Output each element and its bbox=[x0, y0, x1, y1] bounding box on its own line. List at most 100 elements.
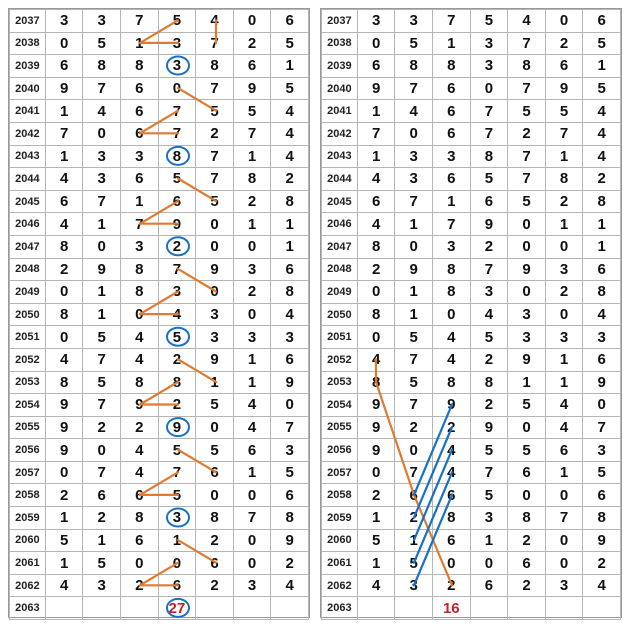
data-cell: 9 bbox=[83, 258, 121, 281]
data-cell: 27 bbox=[158, 597, 196, 620]
data-cell: 8 bbox=[233, 168, 271, 191]
data-cell: 1 bbox=[83, 281, 121, 304]
data-cell: 8 bbox=[45, 303, 83, 326]
table-row: 20409760795 bbox=[10, 77, 309, 100]
row-index: 2045 bbox=[10, 190, 46, 213]
data-cell: 6 bbox=[508, 461, 546, 484]
table-row: 20411467554 bbox=[10, 100, 309, 123]
data-cell: 4 bbox=[271, 100, 309, 123]
data-cell: 3 bbox=[233, 574, 271, 597]
data-cell: 1 bbox=[233, 371, 271, 394]
data-cell: 0 bbox=[508, 235, 546, 258]
data-cell: 8 bbox=[158, 371, 196, 394]
data-cell: 8 bbox=[432, 281, 470, 304]
data-cell: 3 bbox=[508, 326, 546, 349]
data-cell: 5 bbox=[83, 552, 121, 575]
data-cell: 0 bbox=[271, 394, 309, 417]
data-cell: 4 bbox=[271, 303, 309, 326]
row-index: 2047 bbox=[10, 235, 46, 258]
data-cell: 3 bbox=[196, 303, 234, 326]
data-cell: 7 bbox=[45, 122, 83, 145]
data-cell: 3 bbox=[158, 507, 196, 530]
data-cell: 0 bbox=[233, 529, 271, 552]
data-cell: 3 bbox=[83, 168, 121, 191]
row-index: 2062 bbox=[10, 574, 46, 597]
data-cell: 0 bbox=[470, 77, 508, 100]
data-cell bbox=[508, 597, 546, 620]
table-row: 20508104304 bbox=[322, 303, 621, 326]
row-index: 2052 bbox=[10, 348, 46, 371]
data-cell: 1 bbox=[83, 303, 121, 326]
table-row: 20396883861 bbox=[10, 55, 309, 78]
data-cell: 5 bbox=[196, 100, 234, 123]
data-cell: 1 bbox=[233, 213, 271, 236]
data-cell: 0 bbox=[120, 303, 158, 326]
data-cell: 3 bbox=[583, 326, 621, 349]
data-cell: 7 bbox=[432, 10, 470, 33]
data-cell: 7 bbox=[158, 461, 196, 484]
data-cell: 9 bbox=[545, 77, 583, 100]
data-cell bbox=[545, 597, 583, 620]
data-cell: 7 bbox=[196, 77, 234, 100]
data-cell: 6 bbox=[432, 100, 470, 123]
data-cell: 0 bbox=[470, 552, 508, 575]
data-cell: 7 bbox=[395, 190, 433, 213]
table-row: 20624326234 bbox=[10, 574, 309, 597]
data-cell: 8 bbox=[271, 190, 309, 213]
row-index: 2063 bbox=[322, 597, 358, 620]
row-index: 2042 bbox=[322, 122, 358, 145]
data-cell: 0 bbox=[83, 439, 121, 462]
row-index: 2048 bbox=[10, 258, 46, 281]
data-cell: 0 bbox=[395, 439, 433, 462]
data-cell: 5 bbox=[233, 100, 271, 123]
data-cell: 7 bbox=[83, 190, 121, 213]
table-row: 20591283878 bbox=[10, 507, 309, 530]
table-row: 20409760795 bbox=[322, 77, 621, 100]
data-cell: 9 bbox=[271, 529, 309, 552]
data-cell: 4 bbox=[357, 168, 395, 191]
data-cell: 7 bbox=[395, 348, 433, 371]
data-cell: 1 bbox=[158, 529, 196, 552]
data-cell: 4 bbox=[432, 348, 470, 371]
data-cell bbox=[120, 597, 158, 620]
data-cell: 5 bbox=[271, 461, 309, 484]
data-cell: 4 bbox=[120, 461, 158, 484]
data-cell: 5 bbox=[158, 439, 196, 462]
table-row: 20624326234 bbox=[322, 574, 621, 597]
data-cell: 0 bbox=[545, 484, 583, 507]
data-cell: 8 bbox=[45, 235, 83, 258]
table-row: 206327 bbox=[10, 597, 309, 620]
table-row: 20582665006 bbox=[10, 484, 309, 507]
data-cell: 6 bbox=[233, 439, 271, 462]
row-index: 2055 bbox=[10, 416, 46, 439]
data-cell: 8 bbox=[583, 507, 621, 530]
data-cell: 3 bbox=[233, 326, 271, 349]
data-cell: 8 bbox=[120, 258, 158, 281]
data-cell: 8 bbox=[196, 55, 234, 78]
table-row: 20549792540 bbox=[322, 394, 621, 417]
data-cell: 3 bbox=[470, 281, 508, 304]
data-cell: 1 bbox=[120, 190, 158, 213]
data-cell: 2 bbox=[120, 416, 158, 439]
data-cell: 6 bbox=[583, 10, 621, 33]
data-cell: 3 bbox=[83, 145, 121, 168]
data-cell: 3 bbox=[83, 10, 121, 33]
data-cell: 8 bbox=[470, 145, 508, 168]
data-cell: 2 bbox=[233, 190, 271, 213]
table-row: 20444365782 bbox=[322, 168, 621, 191]
row-index: 2050 bbox=[322, 303, 358, 326]
data-cell: 3 bbox=[545, 326, 583, 349]
data-cell: 1 bbox=[45, 552, 83, 575]
data-cell: 4 bbox=[545, 416, 583, 439]
data-cell: 7 bbox=[196, 32, 234, 55]
data-cell: 1 bbox=[545, 371, 583, 394]
data-cell: 6 bbox=[357, 190, 395, 213]
data-cell: 5 bbox=[583, 32, 621, 55]
data-cell: 8 bbox=[432, 258, 470, 281]
row-index: 2038 bbox=[10, 32, 46, 55]
data-cell: 2 bbox=[158, 348, 196, 371]
data-cell: 8 bbox=[432, 371, 470, 394]
data-cell: 0 bbox=[357, 281, 395, 304]
data-cell: 6 bbox=[233, 55, 271, 78]
data-cell: 0 bbox=[45, 326, 83, 349]
